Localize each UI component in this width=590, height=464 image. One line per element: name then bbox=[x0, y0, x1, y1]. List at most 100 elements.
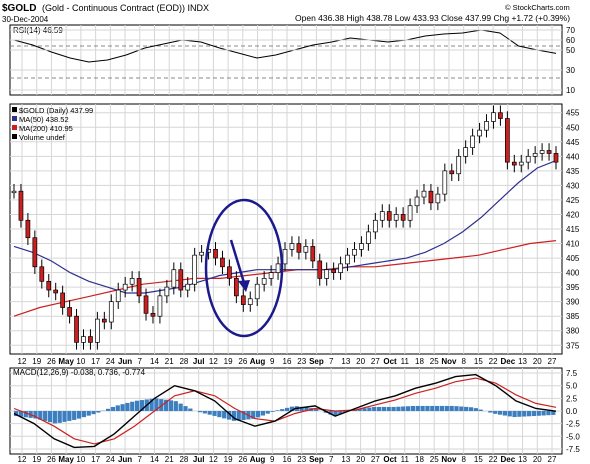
macd-x-tick-label: Nov bbox=[441, 455, 457, 464]
candle-body bbox=[498, 112, 503, 119]
macd-hist-bar bbox=[236, 411, 241, 421]
macd-hist-bar bbox=[134, 400, 140, 411]
macd-hist-bar bbox=[207, 411, 212, 415]
price-tick-label: 415 bbox=[566, 225, 580, 234]
candle-body bbox=[289, 243, 295, 250]
candle-body bbox=[129, 278, 135, 285]
macd-x-tick-label: 23 bbox=[297, 455, 306, 464]
candle-body bbox=[505, 118, 510, 163]
candle-body bbox=[60, 292, 65, 308]
macd-hist-bar bbox=[18, 411, 24, 417]
x-tick-label: 17 bbox=[91, 357, 100, 366]
macd-signal-line bbox=[13, 377, 557, 445]
macd-x-tick-label: 7 bbox=[138, 455, 143, 464]
macd-x-tick-label: 12 bbox=[209, 455, 218, 464]
macd-hist-bar bbox=[197, 411, 203, 413]
candle-body bbox=[268, 272, 274, 279]
price-tick-label: 405 bbox=[566, 254, 580, 263]
macd-x-tick-label: Jul bbox=[193, 455, 205, 464]
macd-hist-bar bbox=[67, 411, 72, 421]
candle-body bbox=[39, 266, 45, 282]
rsi-tick-label: 70 bbox=[566, 26, 575, 35]
symbol-description: (Gold - Continuous Contract (EOD)) INDX bbox=[42, 3, 209, 13]
candle-body bbox=[435, 193, 441, 204]
candle-body bbox=[525, 155, 531, 163]
macd-x-tick-label: 24 bbox=[106, 455, 115, 464]
macd-hist-bar bbox=[241, 411, 246, 421]
macd-hist-bar bbox=[159, 399, 164, 411]
candle-body bbox=[324, 269, 330, 279]
macd-x-tick-label: 22 bbox=[489, 455, 498, 464]
rsi-tick-label: 50 bbox=[566, 46, 575, 55]
candle-body bbox=[553, 153, 559, 163]
candle-body bbox=[53, 289, 59, 294]
candle-body bbox=[227, 266, 232, 279]
macd-hist-bar bbox=[425, 405, 430, 411]
macd-hist-bar bbox=[202, 411, 207, 414]
macd-hist-bar bbox=[178, 403, 183, 411]
candle-body bbox=[518, 161, 524, 166]
candle-body bbox=[108, 301, 114, 323]
macd-hist-bar bbox=[91, 411, 96, 415]
x-tick-label: 20 bbox=[356, 357, 365, 366]
x-tick-label: Oct bbox=[383, 357, 397, 366]
macd-x-tick-label: 8 bbox=[461, 455, 466, 464]
macd-hist-bar bbox=[497, 411, 503, 415]
macd-x-tick-label: 27 bbox=[371, 455, 380, 464]
macd-hist-bar bbox=[96, 411, 101, 413]
macd-hist-bar bbox=[391, 406, 396, 411]
macd-x-tick-label: 17 bbox=[91, 455, 100, 464]
macd-hist-bar bbox=[362, 408, 367, 411]
macd-hist-bar bbox=[149, 398, 154, 411]
x-tick-label: 28 bbox=[179, 357, 188, 366]
x-tick-label: 20 bbox=[533, 357, 542, 366]
macd-hist-bar bbox=[168, 400, 174, 411]
macd-x-tick-label: 20 bbox=[533, 455, 542, 464]
macd-hist-bar bbox=[376, 406, 382, 411]
macd-x-tick-label: 28 bbox=[179, 455, 188, 464]
macd-hist-bar bbox=[439, 405, 445, 411]
price-tick-label: 445 bbox=[566, 138, 580, 147]
macd-hist-bar bbox=[47, 411, 53, 423]
macd-tick-label: 7.5 bbox=[566, 369, 578, 378]
macd-x-tick-label: 14 bbox=[150, 455, 159, 464]
price-tick-label: 435 bbox=[566, 167, 580, 176]
macd-hist-bar bbox=[130, 401, 135, 411]
macd-hist-bar bbox=[420, 405, 425, 411]
macd-hist-bar bbox=[478, 409, 483, 411]
x-tick-label: 19 bbox=[224, 357, 233, 366]
macd-hist-bar bbox=[551, 411, 556, 415]
candle-body bbox=[67, 307, 72, 317]
rsi-tick-label: 30 bbox=[566, 66, 575, 75]
candle-body bbox=[317, 260, 323, 279]
price-tick-label: 385 bbox=[566, 312, 580, 321]
macd-hist-bar bbox=[226, 411, 232, 420]
candle-body bbox=[88, 336, 93, 343]
candle-body bbox=[240, 295, 246, 305]
macd-x-tick-label: 25 bbox=[430, 455, 439, 464]
candle-body bbox=[491, 112, 496, 122]
candle-body bbox=[546, 150, 552, 154]
macd-x-tick-label: Aug bbox=[250, 455, 266, 464]
candle-body bbox=[122, 283, 128, 291]
candle-body bbox=[18, 190, 24, 221]
macd-tick-label: -5.0 bbox=[566, 432, 580, 441]
x-tick-label: 12 bbox=[209, 357, 218, 366]
x-tick-label: 27 bbox=[371, 357, 380, 366]
x-tick-label: 13 bbox=[518, 357, 527, 366]
macd-x-tick-label: 13 bbox=[341, 455, 350, 464]
candle-body bbox=[275, 263, 281, 273]
candle-body bbox=[338, 263, 343, 273]
macd-x-tick-label: 9 bbox=[270, 455, 275, 464]
macd-hist-bar bbox=[401, 406, 406, 411]
macd-hist-bar bbox=[52, 411, 57, 424]
candle-body bbox=[261, 278, 267, 285]
candle-body bbox=[379, 211, 385, 221]
candle-body bbox=[95, 318, 100, 343]
candle-body bbox=[192, 254, 198, 285]
ohlc-readout: Open 436.38 High 438.78 Low 433.93 Close… bbox=[295, 13, 570, 23]
macd-hist-bar bbox=[183, 406, 188, 411]
candle-body bbox=[101, 318, 107, 323]
legend-item: MA(50) 438.52 bbox=[19, 115, 69, 124]
candle-body bbox=[470, 135, 475, 148]
